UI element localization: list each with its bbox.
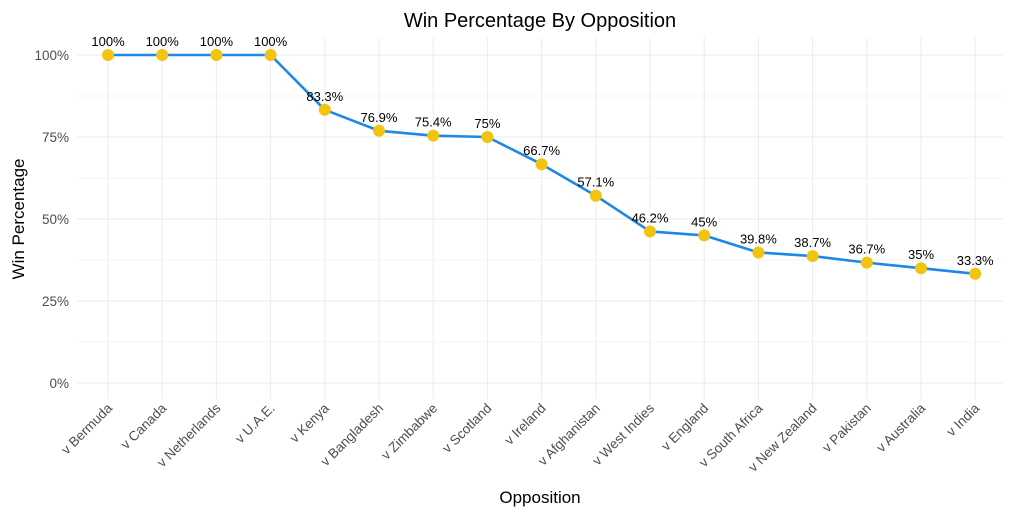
data-point xyxy=(373,124,385,137)
data-label: 36.7% xyxy=(848,242,885,257)
data-label: 66.7% xyxy=(523,143,560,158)
x-tick-label: v Kenya xyxy=(287,400,332,445)
data-label: 100% xyxy=(254,34,288,49)
data-point xyxy=(481,131,494,143)
data-label: 38.7% xyxy=(794,235,831,250)
y-tick-label: 75% xyxy=(42,130,69,145)
data-point xyxy=(318,103,331,116)
y-tick-label: 50% xyxy=(42,212,69,227)
x-tick-label: v Canada xyxy=(118,400,170,452)
data-label: 100% xyxy=(200,34,234,49)
data-label: 76.9% xyxy=(361,110,398,125)
data-point xyxy=(969,267,982,280)
y-tick-label: 100% xyxy=(34,48,69,63)
data-point xyxy=(102,49,114,61)
y-tick-label: 25% xyxy=(42,294,69,309)
data-point xyxy=(860,256,873,269)
grid xyxy=(77,38,1003,399)
x-tick-label: v Scotland xyxy=(439,401,494,456)
data-point xyxy=(752,246,765,259)
data-label: 35% xyxy=(908,247,934,262)
data-point xyxy=(806,250,819,263)
x-tick-label: v Bermuda xyxy=(58,400,115,457)
x-tick-label: v Ireland xyxy=(501,401,548,448)
data-label: 100% xyxy=(91,34,125,49)
data-point xyxy=(589,189,602,202)
data-labels: 100% 100% 100% 100% 83.3% 76.9% 75.4% 75% 66.7% 5… xyxy=(91,34,994,268)
x-tick-label: v Pakistan xyxy=(819,401,874,456)
data-point xyxy=(915,262,927,275)
chart-title: Win Percentage By Opposition xyxy=(404,10,676,32)
x-tick-label: v India xyxy=(944,400,983,439)
data-label: 83.3% xyxy=(306,89,343,104)
data-point xyxy=(644,225,656,238)
data-label: 33.3% xyxy=(957,253,994,268)
data-label: 57.1% xyxy=(577,175,614,190)
data-label: 75.4% xyxy=(415,115,452,130)
data-points xyxy=(102,49,982,280)
y-tick-label: 0% xyxy=(49,376,69,391)
x-axis-title: Opposition xyxy=(499,488,580,507)
data-label: 75% xyxy=(474,116,500,131)
x-tick-label: v U.A.E. xyxy=(232,401,278,447)
data-label: 46.2% xyxy=(632,210,669,225)
data-point xyxy=(427,129,440,142)
data-point xyxy=(535,158,548,171)
data-point xyxy=(210,49,223,61)
x-tick-label: v England xyxy=(658,401,711,454)
x-tick-label: v Australia xyxy=(873,400,928,455)
data-label: 100% xyxy=(146,34,180,49)
y-axis-ticks: 0% 25% 50% 75% 100% xyxy=(34,48,69,391)
y-axis-title: Win Percentage xyxy=(9,159,28,280)
data-point xyxy=(698,229,711,242)
x-tick-label: v Zimbabwe xyxy=(378,401,440,463)
data-label: 39.8% xyxy=(740,231,777,246)
data-point xyxy=(156,49,169,61)
data-label: 45% xyxy=(691,214,717,229)
data-point xyxy=(264,49,277,61)
